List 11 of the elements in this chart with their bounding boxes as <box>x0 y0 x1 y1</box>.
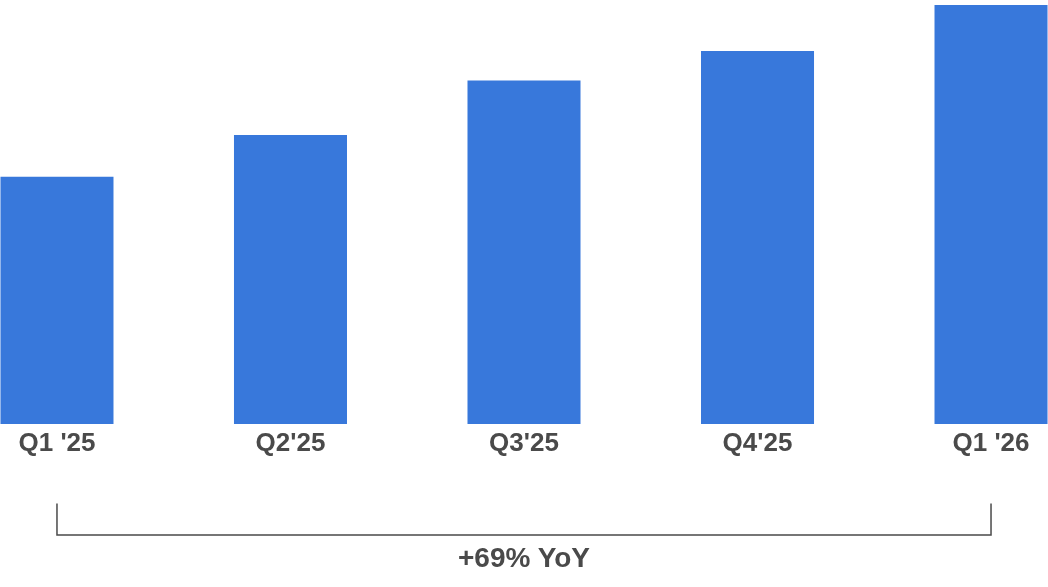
bar <box>934 5 1048 424</box>
bar <box>467 80 581 424</box>
x-tick-label: Q4'25 <box>722 427 793 457</box>
x-tick-label: Q3'25 <box>489 427 559 457</box>
bar <box>233 134 347 424</box>
x-tick-label: Q1 '25 <box>18 427 96 457</box>
bar <box>701 51 815 424</box>
x-tick-label: Q1 '26 <box>952 427 1030 457</box>
x-tick-label: Q2'25 <box>255 427 326 457</box>
bar <box>0 176 114 424</box>
text: +69% YoY <box>458 542 591 573</box>
